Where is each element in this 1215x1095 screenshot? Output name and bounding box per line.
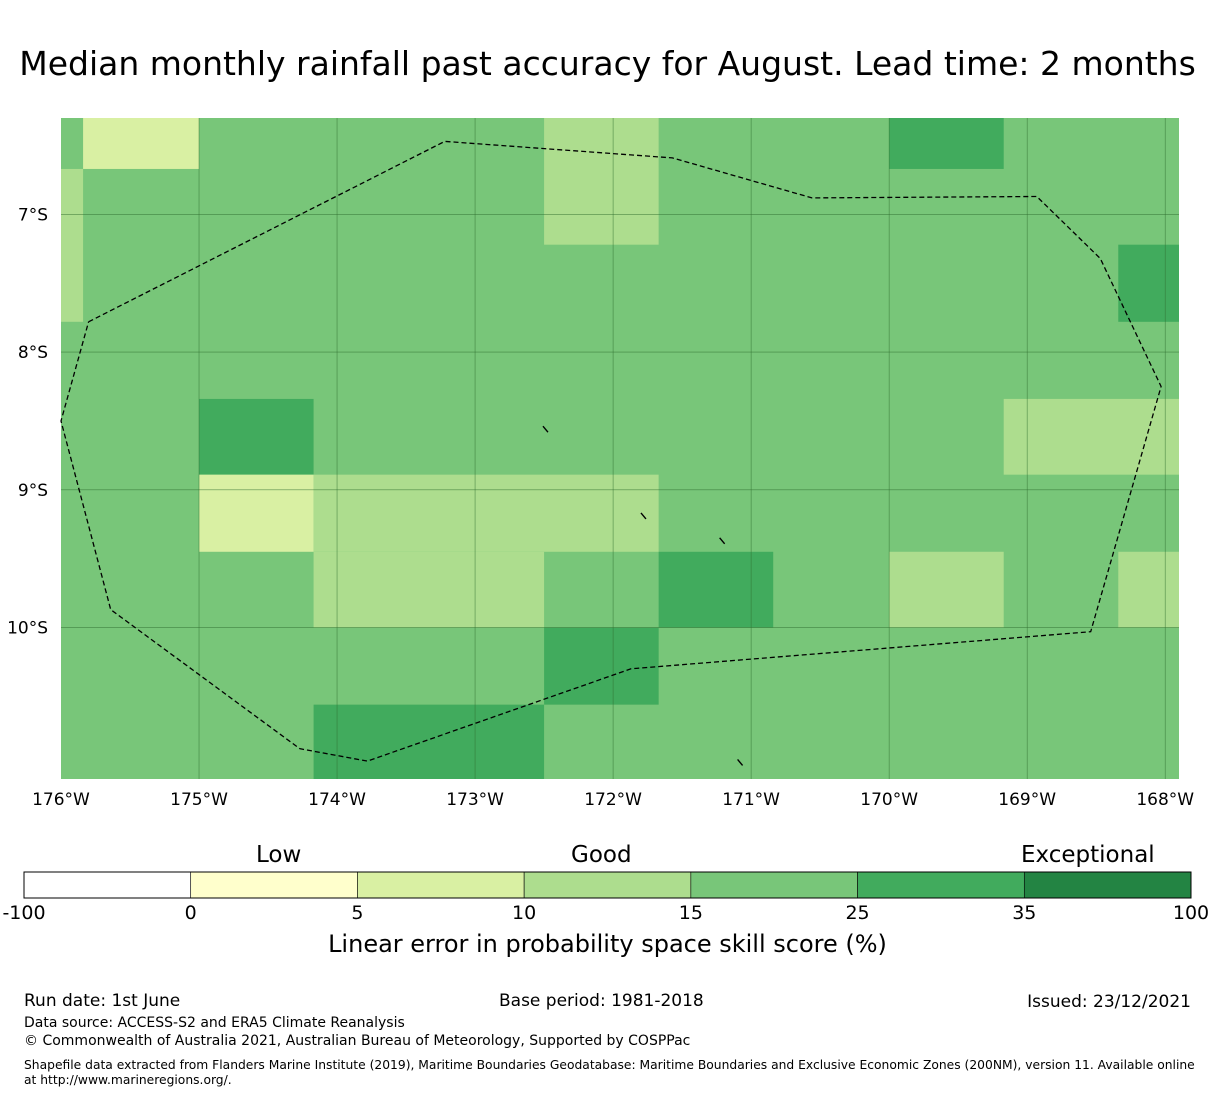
longitude-tick-label: 171°W (722, 790, 780, 810)
colorbar-segment (857, 871, 1025, 899)
colorbar (23, 871, 1192, 899)
colorbar-tick-label: -100 (2, 902, 46, 924)
colorbar-segment (357, 871, 525, 899)
islands (542, 425, 744, 766)
skill-cell (1118, 244, 1179, 322)
skill-cell (83, 118, 200, 169)
colorbar-segment (523, 871, 692, 899)
colorbar-tick-label: 10 (512, 902, 537, 924)
skill-map: 7°S8°S9°S10°S 176°W 175°W 174°W 173°W 172°W 1… (7, 118, 1194, 810)
category-exceptional: Exceptional (1021, 842, 1155, 868)
graticule (61, 118, 1179, 779)
category-good: Good (571, 842, 632, 868)
colorbar-tick-label: 5 (351, 902, 364, 924)
longitude-tick-label: 170°W (860, 790, 918, 810)
skill-cell (889, 118, 1004, 169)
colorbar-tick-label: 100 (1172, 902, 1210, 924)
copyright: © Commonwealth of Australia 2021, Austra… (24, 1033, 691, 1049)
colorbar-tick-label: 35 (1012, 902, 1037, 924)
colorbar-frame (23, 871, 1192, 899)
eez-boundary-line (60, 140, 1162, 762)
colorbar-segment (1023, 871, 1192, 899)
skill-cell (313, 474, 659, 552)
longitude-tick-label: 175°W (170, 790, 228, 810)
skill-cell (658, 551, 774, 628)
colorbar-tick-label: 0 (184, 902, 197, 924)
longitude-tick-label: 176°W (32, 790, 90, 810)
colorbar-segment (190, 871, 358, 899)
skill-cell (889, 551, 1004, 628)
colorbar-segment (690, 871, 858, 899)
latitude-tick-label: 9°S (18, 481, 48, 501)
skill-cell (544, 118, 659, 245)
skill-cell (199, 474, 314, 552)
skill-cell (1003, 398, 1179, 475)
island-outline (640, 512, 647, 520)
latitude-tick-label: 7°S (18, 205, 48, 225)
island-outline (719, 537, 726, 545)
longitude-tick-label: 173°W (446, 790, 504, 810)
island-outline (542, 425, 549, 433)
longitude-labels: 176°W 175°W 174°W 173°W 172°W 171°W 170°W 169°W… (32, 790, 1194, 810)
run-date: Run date: 1st June (24, 991, 181, 1011)
category-low: Low (256, 842, 302, 868)
colorbar-segment (23, 871, 192, 899)
longitude-tick-label: 169°W (998, 790, 1056, 810)
issued-date: Issued: 23/12/2021 (1027, 992, 1191, 1012)
latitude-tick-label: 10°S (7, 619, 48, 639)
longitude-tick-label: 168°W (1136, 790, 1194, 810)
colorbar-tick-label: 25 (845, 902, 870, 924)
latitude-labels: 7°S 8°S 9°S 10°S (7, 205, 48, 638)
island-outline (737, 759, 744, 766)
skill-cell (199, 398, 314, 475)
longitude-tick-label: 174°W (308, 790, 366, 810)
latitude-tick-label: 8°S (18, 343, 48, 363)
longitude-tick-label: 172°W (584, 790, 642, 810)
shapefile-attribution: Shapefile data extracted from Flanders M… (24, 1058, 1195, 1087)
eez-boundary (60, 140, 1162, 762)
skill-cell (313, 551, 545, 628)
base-period: Base period: 1981-2018 (499, 991, 704, 1011)
map-title: Median monthly rainfall past accuracy fo… (19, 44, 1196, 83)
colorbar-tick-label: 15 (678, 902, 703, 924)
skill-cell (61, 168, 84, 322)
colorbar-title: Linear error in probability space skill … (328, 930, 887, 958)
data-source: Data source: ACCESS-S2 and ERA5 Climate … (24, 1015, 405, 1031)
skill-cell (313, 704, 545, 779)
skill-cell (544, 627, 659, 705)
skill-cells (61, 118, 1179, 779)
skill-cell (1118, 551, 1179, 628)
